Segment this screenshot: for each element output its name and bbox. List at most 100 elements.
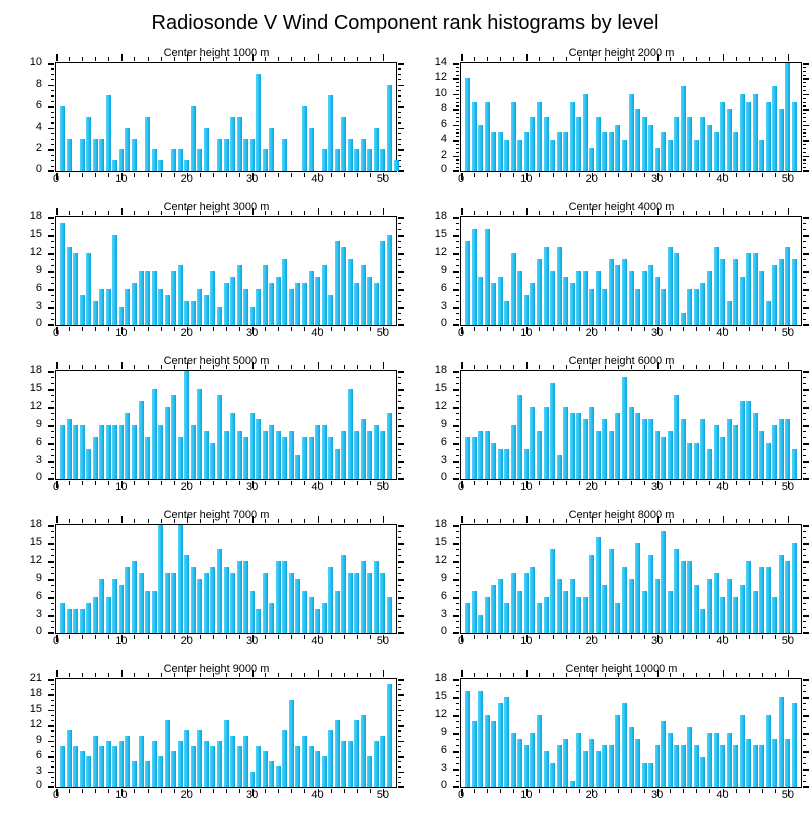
histogram-bar: [73, 609, 79, 633]
axis-tick: [803, 733, 809, 735]
histogram-bar: [282, 138, 288, 171]
axis-tick: [787, 635, 790, 642]
histogram-bar: [759, 140, 765, 171]
axis-tick: [631, 789, 632, 793]
histogram-bar: [99, 289, 105, 325]
histogram-bar: [321, 756, 327, 787]
histogram-bar: [158, 160, 164, 171]
axis-tick: [456, 603, 459, 605]
axis-tick: [453, 561, 459, 563]
axis-tick: [456, 113, 459, 115]
axis-tick: [212, 365, 214, 369]
axis-tick: [456, 745, 459, 747]
axis-tick: [803, 621, 806, 623]
histogram-bar: [125, 735, 131, 787]
histogram-bar: [341, 740, 347, 787]
histogram-bar: [791, 703, 797, 787]
axis-tick: [398, 751, 401, 753]
axis-tick: [487, 789, 489, 793]
x-tick-label: 30: [651, 635, 664, 647]
axis-tick: [500, 57, 502, 61]
x-tick-label: 0: [52, 327, 60, 339]
axis-tick: [226, 173, 227, 177]
axis-tick: [803, 425, 809, 427]
histogram-bar: [635, 543, 641, 633]
histogram-bar: [680, 86, 686, 171]
chart-panel: Center height 3000 m 0 3 6 9 12 15 18 0 10 20 30 4…: [0, 200, 405, 342]
axis-tick: [317, 516, 320, 523]
histogram-bar: [667, 733, 673, 787]
histogram-bar: [497, 277, 503, 325]
axis-tick: [803, 443, 809, 445]
axis-tick: [456, 70, 459, 72]
axis-tick: [199, 57, 201, 61]
axis-tick: [304, 211, 306, 215]
axis-tick: [803, 229, 806, 231]
histogram-bar: [491, 721, 497, 787]
axis-tick: [456, 431, 459, 433]
axis-tick: [398, 383, 401, 385]
x-tick-label: 50: [376, 327, 390, 339]
axis-tick: [330, 327, 332, 331]
histogram-bar: [720, 259, 726, 325]
histogram-bar: [720, 745, 726, 787]
histogram-bar: [504, 140, 510, 171]
histogram-bar: [635, 739, 641, 787]
histogram-bar: [667, 247, 673, 325]
axis-tick: [803, 147, 806, 150]
axis-tick: [526, 54, 528, 61]
histogram-bar: [164, 573, 170, 633]
histogram-bar: [661, 721, 667, 787]
axis-tick: [51, 684, 54, 686]
x-tick-label: 10: [115, 327, 128, 339]
axis-tick: [69, 481, 71, 485]
histogram-bar: [530, 283, 536, 325]
axis-tick: [51, 160, 54, 162]
histogram-bar: [210, 443, 216, 479]
axis-tick: [226, 519, 227, 523]
axis-tick: [291, 481, 293, 485]
axis-tick: [51, 537, 54, 539]
histogram-bar: [765, 443, 771, 479]
axis-tick: [48, 740, 54, 743]
axis-tick: [398, 615, 404, 617]
axis-tick: [51, 229, 54, 231]
histogram-bar: [190, 425, 196, 479]
axis-tick: [456, 377, 459, 379]
histogram-bar: [118, 740, 124, 787]
x-tick-label: 50: [781, 789, 795, 801]
axis-tick: [456, 105, 459, 107]
histogram-bar: [334, 591, 340, 633]
axis-tick: [199, 519, 201, 523]
histogram-bar: [262, 573, 268, 633]
histogram-bar: [236, 561, 242, 633]
axis-tick: [160, 57, 162, 61]
axis-tick: [696, 673, 698, 677]
y-tick-label: 2: [440, 148, 447, 161]
axis-tick: [631, 673, 632, 677]
axis-tick: [398, 79, 401, 81]
axis-tick: [456, 86, 459, 88]
axis-tick: [317, 208, 320, 215]
axis-tick: [212, 673, 214, 677]
histogram-bar: [171, 271, 177, 325]
axis-tick: [160, 635, 162, 639]
y-axis-labels: 0 3 6 9 12 15 18: [405, 519, 455, 637]
histogram-bar: [282, 437, 288, 479]
axis-tick: [539, 635, 541, 639]
axis-tick: [735, 519, 737, 523]
axis-tick: [456, 283, 459, 285]
axis-tick: [456, 151, 459, 153]
axis-tick: [398, 295, 401, 297]
histogram-bar: [628, 579, 634, 633]
histogram-bar: [380, 431, 386, 479]
axis-tick: [456, 117, 459, 119]
histogram-bar: [759, 745, 765, 787]
axis-tick: [803, 567, 806, 569]
histogram-bar: [367, 149, 373, 171]
histogram-bar: [92, 735, 98, 787]
axis-tick: [787, 670, 790, 677]
histogram-bar: [373, 740, 379, 787]
axis-tick: [48, 253, 54, 255]
y-tick-label: 18: [29, 364, 42, 376]
